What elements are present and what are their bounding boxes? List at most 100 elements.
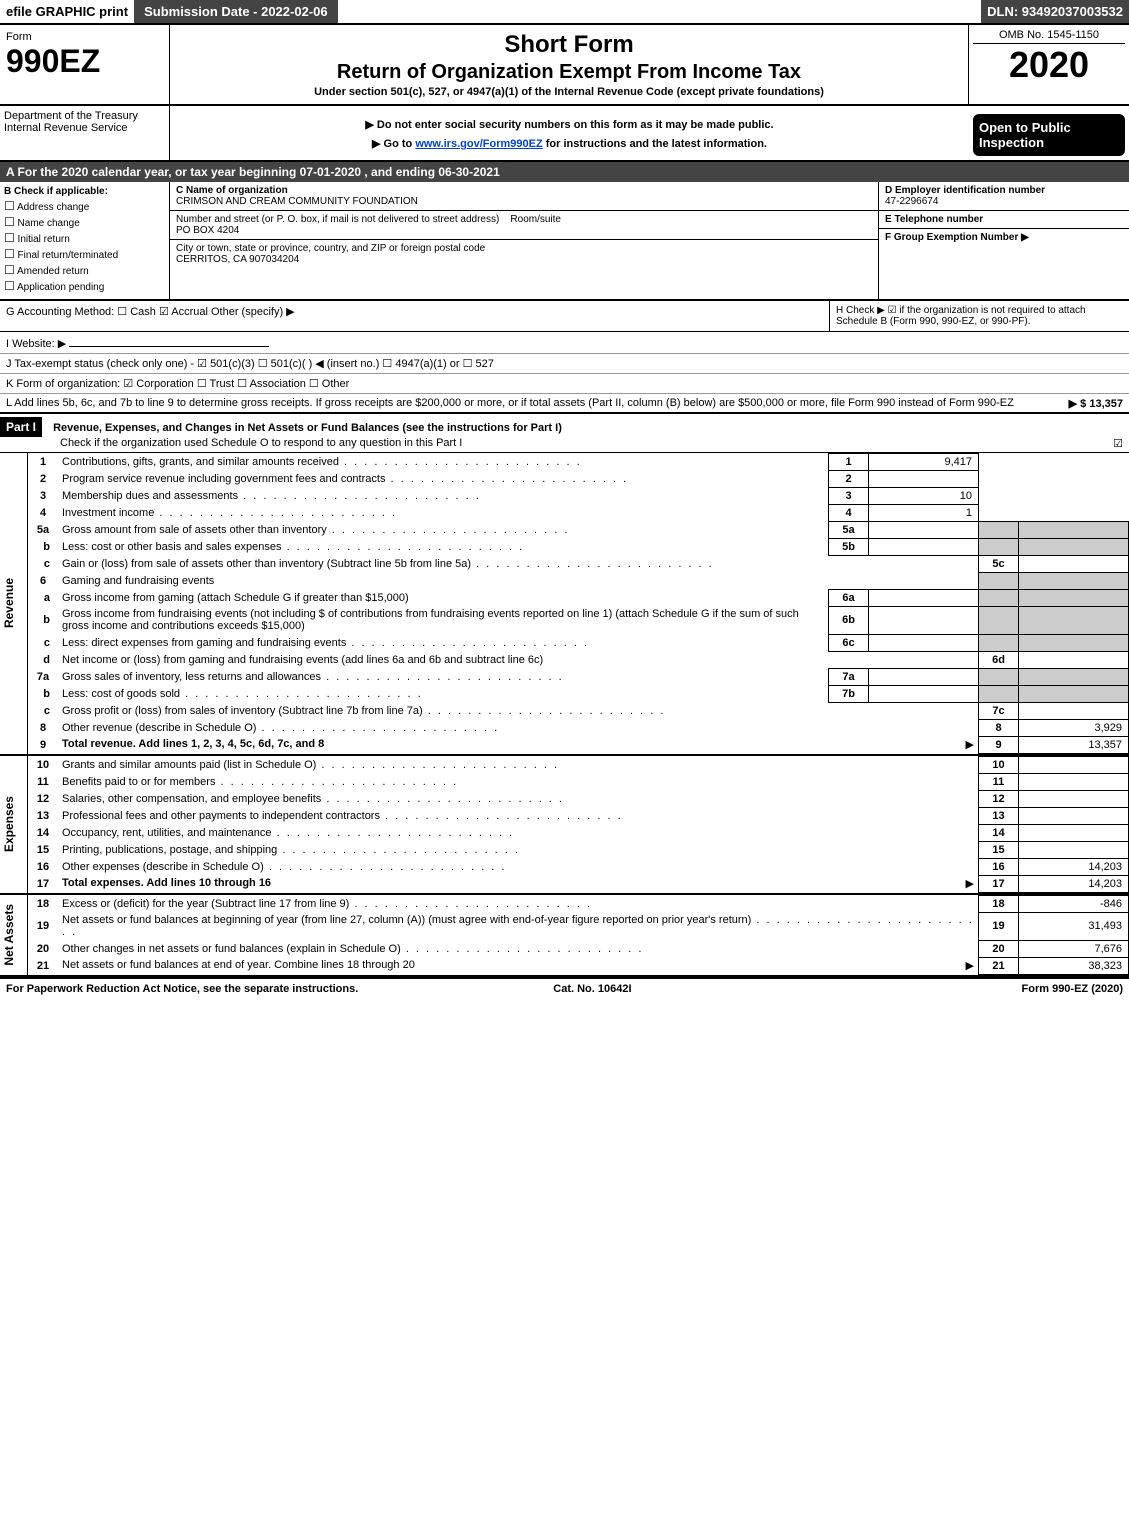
group-label: F Group Exemption Number ▶	[885, 232, 1029, 243]
revenue-table: 1Contributions, gifts, grants, and simil…	[28, 453, 1129, 754]
l6b-box: 6b	[829, 606, 869, 634]
l7c-rnum: 7c	[979, 702, 1019, 719]
line-i-label: I Website: ▶	[6, 338, 66, 350]
line-10: 10Grants and similar amounts paid (list …	[28, 756, 1129, 773]
city: CERRITOS, CA 907034204	[176, 254, 299, 265]
l14-num: 14	[28, 824, 58, 841]
l6d-text: Net income or (loss) from gaming and fun…	[58, 651, 979, 668]
line-l: L Add lines 5b, 6c, and 7b to line 9 to …	[0, 394, 1129, 414]
line-2: 2Program service revenue including gover…	[28, 471, 1129, 488]
org-name-label: C Name of organization	[176, 185, 288, 196]
info-grid: B Check if applicable: ☐ Address change …	[0, 182, 1129, 301]
website-field[interactable]	[69, 335, 269, 347]
l10-num: 10	[28, 756, 58, 773]
l5c-num: c	[28, 556, 58, 573]
revenue-section: Revenue 1Contributions, gifts, grants, a…	[0, 453, 1129, 756]
l15-rnum: 15	[979, 841, 1019, 858]
l2-rnum: 2	[829, 471, 869, 488]
col-c: C Name of organization CRIMSON AND CREAM…	[170, 182, 879, 299]
cb-amended[interactable]: ☐ Amended return	[4, 263, 165, 277]
l4-rnum: 4	[829, 505, 869, 522]
l10-val	[1019, 756, 1129, 773]
cb-address[interactable]: ☐ Address change	[4, 199, 165, 213]
l19-rnum: 19	[979, 912, 1019, 940]
line-5b: bLess: cost or other basis and sales exp…	[28, 539, 1129, 556]
l12-val	[1019, 790, 1129, 807]
line-9: 9Total revenue. Add lines 1, 2, 3, 4, 5c…	[28, 736, 1129, 753]
l6c-sh2	[1019, 634, 1129, 651]
line-6c: cLess: direct expenses from gaming and f…	[28, 634, 1129, 651]
l21-rnum: 21	[979, 957, 1019, 974]
l18-val: -846	[1019, 895, 1129, 912]
l5c-val	[1019, 556, 1129, 573]
l5a-sh2	[1019, 522, 1129, 539]
l4-val: 1	[869, 505, 979, 522]
l7b-sh2	[1019, 685, 1129, 702]
l3-text: Membership dues and assessments	[58, 488, 829, 505]
l21-text-wrap: Net assets or fund balances at end of ye…	[58, 957, 979, 974]
notice-link: ▶ Go to www.irs.gov/Form990EZ for instru…	[176, 137, 963, 150]
line-7a: 7aGross sales of inventory, less returns…	[28, 668, 1129, 685]
l8-val: 3,929	[1019, 719, 1129, 736]
line-l-val: ▶ $ 13,357	[1069, 397, 1123, 410]
l9-num: 9	[28, 736, 58, 753]
form-number-box: Form 990EZ	[0, 25, 170, 104]
addr: PO BOX 4204	[176, 225, 239, 236]
l14-text: Occupancy, rent, utilities, and maintena…	[58, 824, 979, 841]
notices: ▶ Do not enter social security numbers o…	[170, 106, 969, 160]
l11-num: 11	[28, 773, 58, 790]
l5a-val	[869, 522, 979, 539]
line-i: I Website: ▶	[0, 332, 1129, 354]
line-13: 13Professional fees and other payments t…	[28, 807, 1129, 824]
line-3: 3Membership dues and assessments310	[28, 488, 1129, 505]
l5a-box: 5a	[829, 522, 869, 539]
l7b-text: Less: cost of goods sold	[58, 685, 829, 702]
netassets-section: Net Assets 18Excess or (deficit) for the…	[0, 895, 1129, 977]
cb-name-label: Name change	[18, 218, 80, 229]
l17-num: 17	[28, 875, 58, 892]
irs-link[interactable]: www.irs.gov/Form990EZ	[415, 138, 542, 150]
l8-num: 8	[28, 719, 58, 736]
expenses-table: 10Grants and similar amounts paid (list …	[28, 756, 1129, 893]
l7b-sh	[979, 685, 1019, 702]
l2-num: 2	[28, 471, 58, 488]
l6-sh2	[1019, 573, 1129, 590]
l13-rnum: 13	[979, 807, 1019, 824]
l17-text: Total expenses. Add lines 10 through 16	[62, 877, 271, 889]
l7a-sh	[979, 668, 1019, 685]
notice-ssn: ▶ Do not enter social security numbers o…	[176, 118, 963, 131]
l5a-num: 5a	[28, 522, 58, 539]
l11-rnum: 11	[979, 773, 1019, 790]
ein-cell: D Employer identification number 47-2296…	[879, 182, 1129, 211]
l20-text: Other changes in net assets or fund bala…	[58, 940, 979, 957]
l12-rnum: 12	[979, 790, 1019, 807]
l20-num: 20	[28, 940, 58, 957]
l6a-num: a	[28, 589, 58, 606]
l18-rnum: 18	[979, 895, 1019, 912]
l15-num: 15	[28, 841, 58, 858]
l7c-text: Gross profit or (loss) from sales of inv…	[58, 702, 979, 719]
cb-pending[interactable]: ☐ Application pending	[4, 279, 165, 293]
l20-val: 7,676	[1019, 940, 1129, 957]
cb-final[interactable]: ☐ Final return/terminated	[4, 247, 165, 261]
open-public-box: Open to Public Inspection	[969, 106, 1129, 160]
cb-initial[interactable]: ☐ Initial return	[4, 231, 165, 245]
l19-text: Net assets or fund balances at beginning…	[58, 912, 979, 940]
form-number: 990EZ	[6, 43, 163, 80]
l8-rnum: 8	[979, 719, 1019, 736]
l5a-sh	[979, 522, 1019, 539]
l17-text-wrap: Total expenses. Add lines 10 through 16 …	[58, 875, 979, 892]
l16-text: Other expenses (describe in Schedule O)	[58, 858, 979, 875]
expenses-vlabel: Expenses	[2, 796, 26, 852]
line-a: A For the 2020 calendar year, or tax yea…	[0, 162, 1129, 182]
l6a-sh2	[1019, 589, 1129, 606]
l5b-box: 5b	[829, 539, 869, 556]
part1-check[interactable]: ☑	[1113, 437, 1129, 450]
l1-val: 9,417	[869, 454, 979, 471]
line-4: 4Investment income41	[28, 505, 1129, 522]
cb-name[interactable]: ☐ Name change	[4, 215, 165, 229]
l9-val: 13,357	[1019, 736, 1129, 753]
notice2-post: for instructions and the latest informat…	[543, 138, 767, 150]
l5b-text: Less: cost or other basis and sales expe…	[62, 541, 524, 553]
l7b-box: 7b	[829, 685, 869, 702]
